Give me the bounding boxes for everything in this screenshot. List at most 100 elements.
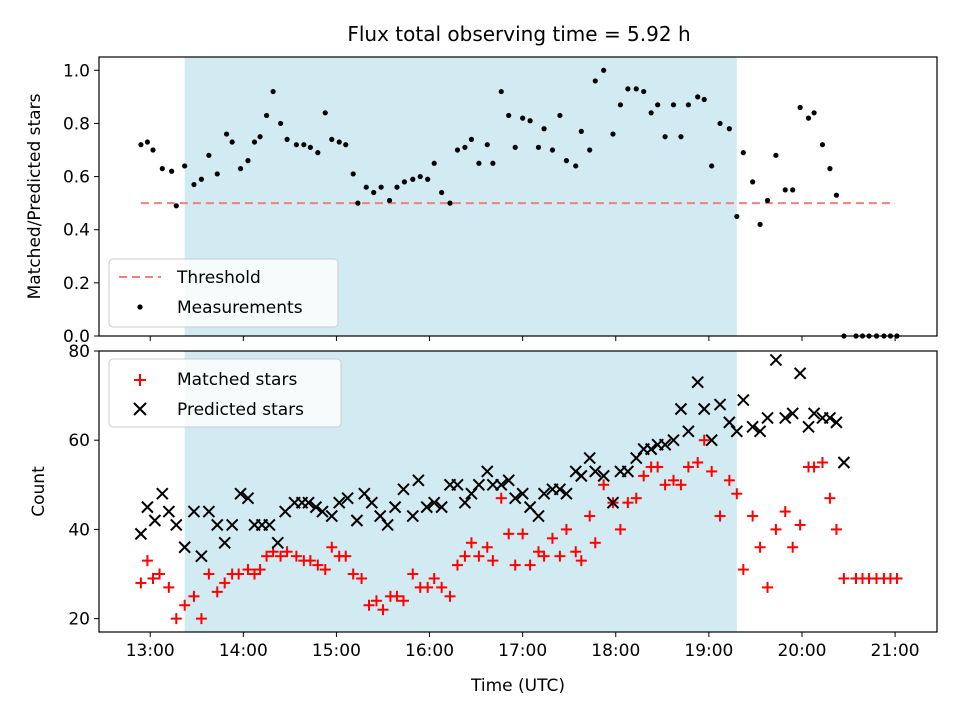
matched-star-point <box>459 550 471 562</box>
top-data-layer <box>138 67 900 339</box>
measurement-point <box>301 142 307 148</box>
predicted-star-point <box>682 425 695 438</box>
predicted-star-point <box>458 496 472 509</box>
matched-star-point <box>538 550 550 562</box>
x-axis-label: Time (UTC) <box>470 676 565 696</box>
predicted-star-point <box>412 474 425 487</box>
predicted-star-point <box>737 393 750 407</box>
predicted-star-point <box>823 411 837 425</box>
x-stroke-2 <box>211 518 224 532</box>
x-stroke-2 <box>412 474 425 487</box>
measurement-point <box>417 173 423 180</box>
predicted-star-point <box>472 478 486 492</box>
measurement-point <box>678 134 684 140</box>
predicted-star-point <box>465 487 478 500</box>
matched-star-point <box>584 510 596 522</box>
predicted-star-point <box>802 420 815 434</box>
predicted-star-point <box>134 527 148 541</box>
predicted-star-point <box>156 487 169 500</box>
y-tick-label: 0.2 <box>63 274 90 294</box>
measurement-point <box>401 179 408 185</box>
predicted-star-point <box>148 514 162 527</box>
measurement-point <box>750 179 756 185</box>
measurement-point <box>169 168 175 174</box>
top-legend: Threshold Measurements <box>108 258 339 328</box>
top-axes-frame <box>98 56 938 337</box>
predicted-star-point <box>341 491 354 505</box>
measurement-point <box>790 187 796 193</box>
measurement-point <box>578 128 584 134</box>
measurement-point <box>701 96 707 103</box>
measurement-point <box>229 139 235 145</box>
measurement-point <box>549 147 556 153</box>
measurement-point <box>819 142 826 148</box>
predicted-star-point <box>630 451 643 465</box>
matched-star-point <box>188 590 200 602</box>
measurement-point <box>625 86 631 92</box>
predicted-star-point <box>234 487 247 500</box>
y-tick-label: 1.0 <box>63 61 90 81</box>
measurement-point <box>462 144 468 150</box>
legend-matched-swatch <box>134 374 146 386</box>
predicted-star-point <box>769 353 783 367</box>
top-legend-box <box>108 258 339 328</box>
predicted-star-point <box>420 500 433 514</box>
matched-star-point <box>290 550 302 562</box>
measurement-point <box>617 102 624 108</box>
matched-star-point <box>444 590 456 602</box>
x-stroke-2 <box>560 487 573 500</box>
measurement-point <box>355 200 361 206</box>
predicted-star-point <box>427 496 441 509</box>
y-tick-label: 0.0 <box>63 327 90 347</box>
measurement-point <box>307 144 313 150</box>
predicted-star-point <box>302 496 315 509</box>
measurement-point <box>695 94 701 100</box>
matched-star-point <box>304 555 316 567</box>
measurement-point <box>237 166 244 172</box>
matched-star-point <box>397 595 409 607</box>
matched-star-point <box>370 595 382 607</box>
matched-star-point <box>211 586 223 598</box>
predicted-star-point <box>705 433 718 447</box>
predicted-star-point <box>621 465 635 478</box>
bottom-data-layer <box>134 353 903 625</box>
measurement-point <box>447 200 453 206</box>
matched-star-point <box>598 479 610 491</box>
measurement-point <box>144 139 151 145</box>
measurement-point <box>498 88 504 95</box>
predicted-star-point <box>606 496 620 509</box>
measurement-point <box>182 163 188 169</box>
measurement-point <box>641 88 647 95</box>
matched-star-point <box>422 581 434 593</box>
x-stroke-2 <box>644 442 658 456</box>
measurement-point <box>245 158 251 164</box>
matched-star-point <box>509 559 521 571</box>
matched-star-point <box>347 568 359 580</box>
measurement-point <box>764 197 771 204</box>
matched-star-point <box>692 457 704 469</box>
predicted-star-point <box>793 367 807 380</box>
x-stroke-2 <box>730 425 744 438</box>
measurement-point <box>827 166 833 172</box>
x-tick-label: 20:00 <box>777 641 826 661</box>
measurement-point <box>336 139 342 145</box>
measurement-point <box>363 184 369 190</box>
matched-star-point <box>754 541 766 553</box>
measurement-point <box>223 131 230 137</box>
x-stroke-2 <box>358 487 371 500</box>
matched-star-point <box>622 497 634 509</box>
measurement-point <box>257 134 263 140</box>
x-stroke-2 <box>830 416 843 429</box>
x-stroke-2 <box>769 353 783 367</box>
measurement-point <box>431 160 437 166</box>
matched-star-point <box>141 555 153 567</box>
measurement-point <box>506 112 512 119</box>
x-stroke-2 <box>218 536 231 550</box>
x-stroke-2 <box>316 505 329 518</box>
x-stroke-2 <box>134 527 148 541</box>
x-stroke-2 <box>537 487 551 500</box>
predicted-star-point <box>365 496 379 509</box>
predicted-star-point <box>388 500 402 514</box>
x-stroke-2 <box>241 491 255 505</box>
